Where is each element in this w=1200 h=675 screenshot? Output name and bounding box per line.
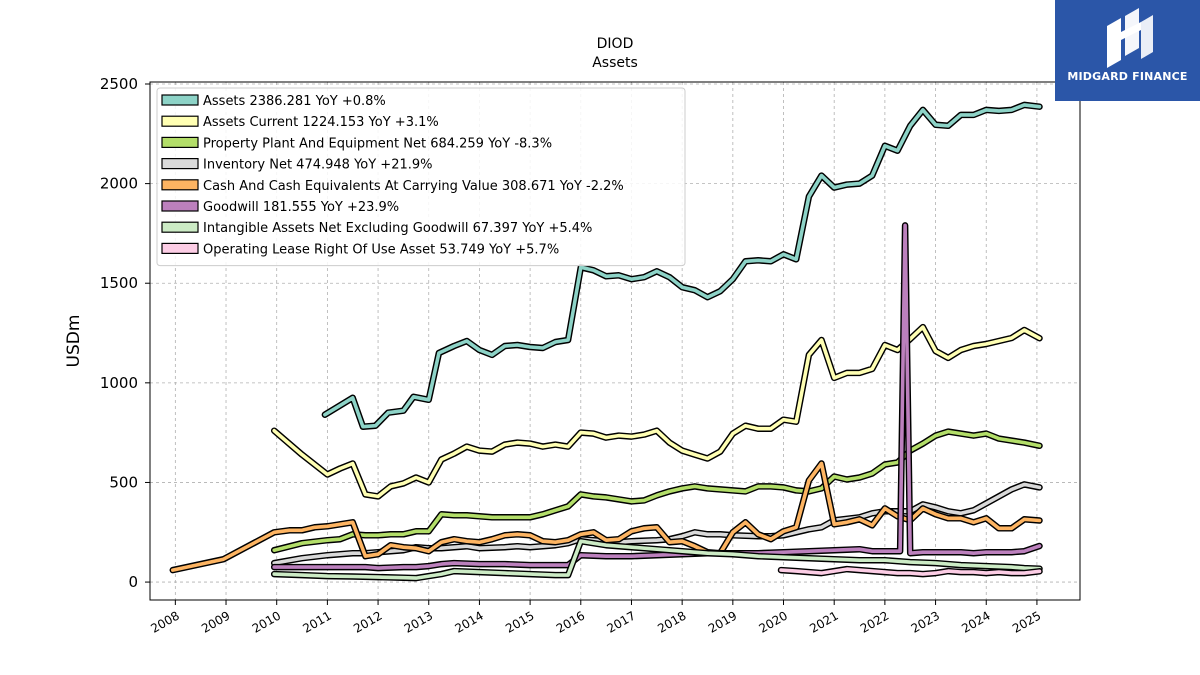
y-tick-label: 500 (109, 473, 138, 491)
x-tick-label: 2009 (199, 608, 232, 635)
x-tick-label: 2017 (605, 608, 638, 635)
series-line (323, 103, 1042, 429)
chart-title: DIOD (597, 36, 634, 52)
series-line-outline (270, 222, 1043, 572)
legend-swatch (161, 158, 199, 170)
brand-logo: MIDGARD FINANCE (1055, 0, 1200, 101)
y-tick-label: 0 (128, 573, 138, 591)
x-tick-label: 2025 (1010, 608, 1043, 635)
y-tick-label: 2000 (100, 175, 138, 193)
x-tick-label: 2024 (959, 608, 992, 635)
legend-swatch (161, 200, 199, 212)
y-tick-label: 1000 (100, 374, 138, 392)
legend-entry: Assets 2386.281 YoY +0.8% (203, 94, 386, 109)
legend-entry: Inventory Net 474.948 YoY +21.9% (203, 158, 433, 173)
x-tick-label: 2019 (706, 608, 739, 635)
x-tick-label: 2014 (452, 608, 485, 635)
plot-frame (149, 81, 1081, 601)
legend-swatch (161, 115, 199, 127)
chart-subtitle: Assets (592, 55, 638, 71)
x-tick-label: 2010 (250, 608, 283, 635)
series-line (272, 539, 1042, 580)
series-line (779, 567, 1042, 576)
legend-swatch (161, 179, 199, 191)
legend-entry: Property Plant And Equipment Net 684.259… (203, 136, 552, 151)
legend-entry: Goodwill 181.555 YoY +23.9% (203, 200, 399, 215)
legend-entry: Assets Current 1224.153 YoY +3.1% (203, 115, 439, 130)
y-tick-label: 1500 (100, 274, 138, 292)
series-line (171, 461, 1042, 572)
x-tick-label: 2012 (351, 608, 384, 635)
legend-swatch (161, 221, 199, 233)
x-tick-label: 2011 (300, 608, 333, 635)
x-tick-label: 2022 (858, 608, 891, 635)
legend-entry: Operating Lease Right Of Use Asset 53.74… (203, 242, 559, 257)
x-tick-label: 2018 (655, 608, 688, 635)
legend-swatch (161, 242, 199, 254)
x-tick-label: 2013 (402, 608, 435, 635)
x-tick-label: 2021 (807, 608, 840, 635)
x-tick-label: 2016 (554, 608, 587, 635)
series-line (272, 223, 1042, 570)
logo-mark-icon (1107, 8, 1153, 68)
legend-swatch (161, 94, 199, 106)
legend-entry: Cash And Cash Equivalents At Carrying Va… (203, 179, 624, 194)
logo-text: MIDGARD FINANCE (1067, 70, 1188, 83)
x-tick-label: 2023 (909, 608, 942, 635)
series-lines (169, 101, 1043, 582)
legend-box (156, 87, 686, 267)
legend-entry: Intangible Assets Net Excluding Goodwill… (203, 221, 592, 236)
legend-swatch (161, 136, 199, 148)
x-tick-label: 2008 (148, 608, 181, 635)
series-line (272, 325, 1042, 499)
series-line (272, 429, 1042, 552)
y-axis-label: USDm (64, 315, 84, 368)
y-tick-label: 2500 (100, 75, 138, 93)
x-tick-label: 2020 (757, 608, 790, 635)
legend: Assets 2386.281 YoY +0.8% Assets Current … (156, 87, 686, 267)
x-tick-label: 2015 (503, 608, 536, 635)
